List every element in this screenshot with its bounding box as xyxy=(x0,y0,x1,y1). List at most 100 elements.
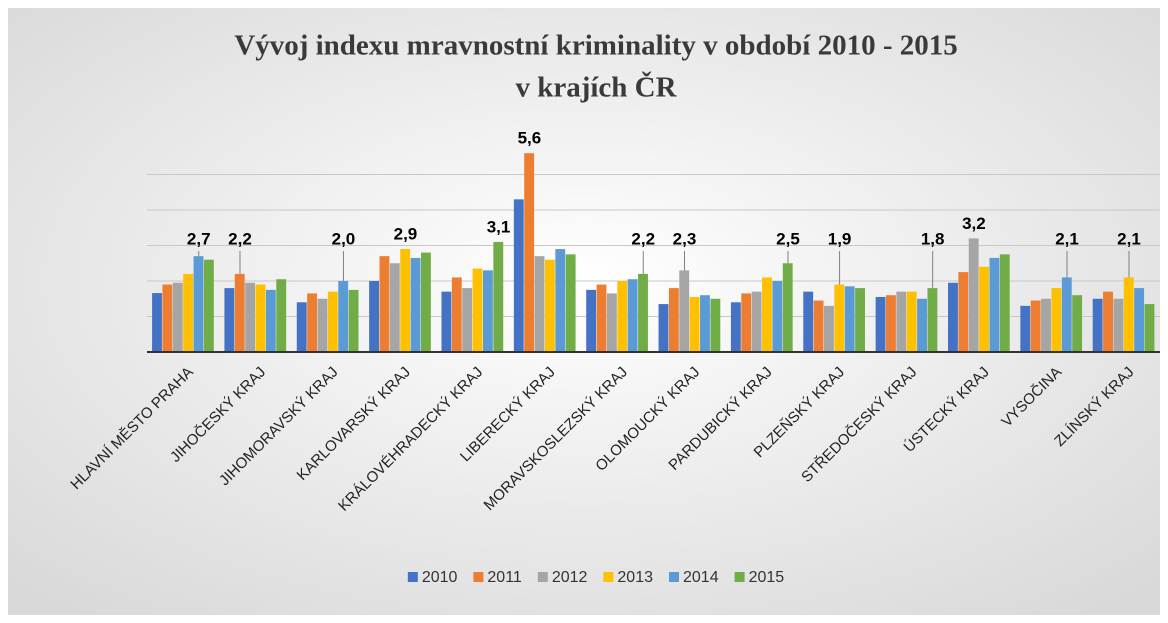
data-label: 2,2 xyxy=(228,229,252,248)
bar xyxy=(1051,288,1062,352)
bar xyxy=(700,295,710,352)
data-label: 2,2 xyxy=(631,229,655,248)
legend-swatch xyxy=(537,572,548,582)
bar xyxy=(1144,304,1155,352)
bar xyxy=(524,153,535,352)
bar xyxy=(555,249,566,352)
bar xyxy=(472,268,483,352)
legend-swatch xyxy=(603,572,614,582)
bar xyxy=(462,288,473,352)
legend-label: 2010 xyxy=(422,569,458,586)
bar xyxy=(317,298,328,352)
bar xyxy=(638,273,648,352)
bar xyxy=(565,254,576,352)
bar xyxy=(617,281,628,352)
bar xyxy=(379,256,390,352)
bar xyxy=(989,257,1000,352)
legend-swatch xyxy=(669,572,679,582)
data-label: 3,1 xyxy=(487,217,511,236)
data-label: 1,8 xyxy=(921,229,945,248)
legend-label: 2015 xyxy=(749,569,785,586)
data-label: 2,9 xyxy=(394,225,418,244)
bar xyxy=(689,296,700,352)
data-label: 2,0 xyxy=(332,229,356,248)
chart-title: v krajích ČR xyxy=(515,71,677,104)
legend-label: 2013 xyxy=(617,569,653,586)
bar xyxy=(203,259,214,352)
bar xyxy=(410,257,421,352)
bar xyxy=(844,286,855,352)
data-label: 1,9 xyxy=(828,229,852,248)
bar xyxy=(338,281,349,352)
bar xyxy=(586,289,597,352)
bar xyxy=(1123,277,1134,352)
bar xyxy=(513,199,524,352)
bar xyxy=(751,291,762,352)
bar xyxy=(875,296,886,352)
bar xyxy=(886,295,896,352)
bar xyxy=(741,293,752,352)
bar xyxy=(979,266,989,352)
bar xyxy=(234,273,245,352)
bar xyxy=(1072,295,1083,352)
legend-label: 2011 xyxy=(487,569,522,586)
data-label: 2,3 xyxy=(673,229,697,248)
bar xyxy=(255,284,266,352)
bar xyxy=(958,272,969,352)
bar xyxy=(813,300,824,352)
data-label: 2,1 xyxy=(1055,229,1079,248)
bar xyxy=(369,281,380,352)
bar xyxy=(710,298,721,352)
bar xyxy=(855,288,866,352)
bar xyxy=(451,277,462,352)
bar xyxy=(327,291,338,352)
bar xyxy=(668,288,679,352)
bar xyxy=(1030,300,1041,352)
bar xyxy=(679,270,690,352)
bar xyxy=(389,263,400,352)
bar xyxy=(927,288,938,352)
data-label: 2,5 xyxy=(776,229,800,248)
bar xyxy=(917,298,927,352)
bar xyxy=(1113,298,1124,352)
bar xyxy=(307,293,318,352)
bar xyxy=(1103,291,1113,352)
bar xyxy=(493,241,504,352)
legend-swatch xyxy=(734,572,745,582)
bar xyxy=(658,304,669,352)
bar xyxy=(441,291,452,352)
bar xyxy=(183,273,194,352)
bar xyxy=(1020,305,1031,352)
legend-label: 2014 xyxy=(683,569,719,586)
bar xyxy=(782,263,793,352)
bar xyxy=(224,288,235,352)
bar xyxy=(906,291,917,352)
bar xyxy=(152,293,162,352)
bar xyxy=(730,302,741,352)
bar xyxy=(834,284,845,352)
bar xyxy=(762,277,772,352)
bar xyxy=(968,238,979,352)
bar xyxy=(265,289,276,352)
data-label: 2,1 xyxy=(1117,229,1141,248)
data-label: 5,6 xyxy=(518,129,542,148)
bar xyxy=(400,249,411,352)
data-label: 2,7 xyxy=(187,229,211,248)
bar xyxy=(348,289,359,352)
bar xyxy=(1092,298,1103,352)
bar xyxy=(276,279,287,352)
bar xyxy=(1134,288,1145,352)
bar xyxy=(627,279,638,352)
legend-swatch xyxy=(407,572,418,582)
bar xyxy=(803,291,814,352)
legend: 2010 2011 2012 2013 2014 2015 xyxy=(407,569,785,586)
bar xyxy=(420,252,431,352)
bar xyxy=(245,282,256,352)
legend-label: 2012 xyxy=(552,569,588,586)
bar xyxy=(544,259,555,352)
bar xyxy=(947,282,958,352)
bar xyxy=(296,302,307,352)
chart-title: Vývoj indexu mravnostní kriminality v ob… xyxy=(234,30,957,62)
data-label: 3,2 xyxy=(962,214,986,233)
